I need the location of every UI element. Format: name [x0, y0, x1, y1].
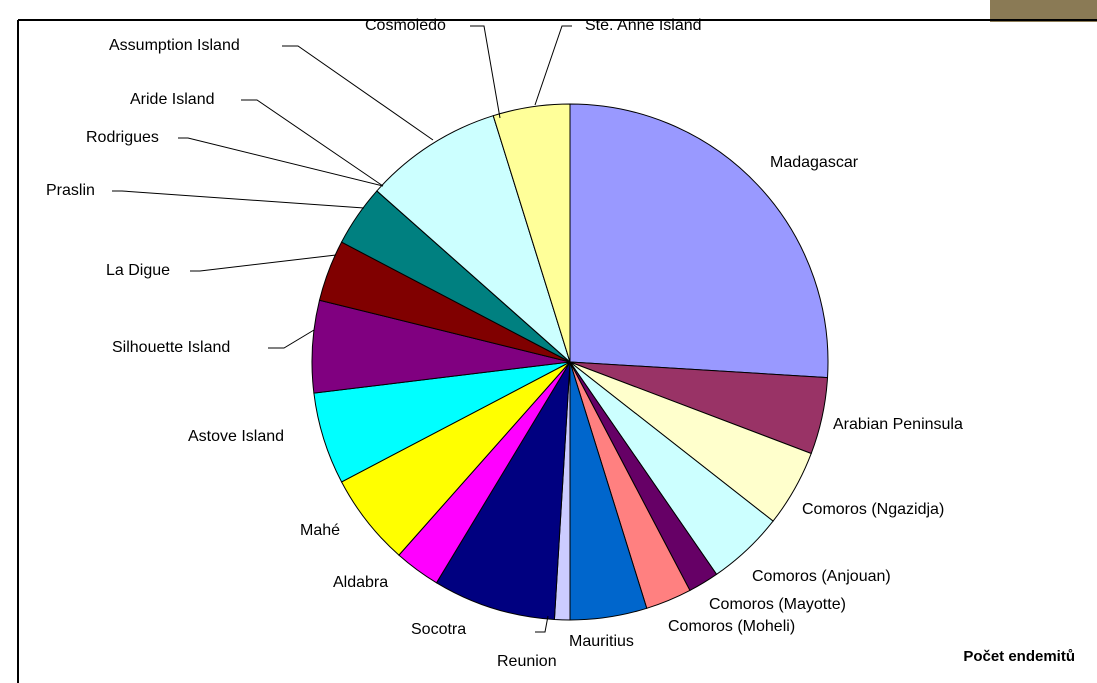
slice-label: Madagascar: [770, 154, 859, 171]
slice-label: Astove Island: [188, 428, 284, 445]
series-label: Počet endemitů: [963, 648, 1075, 665]
slice-label: Rodrigues: [86, 129, 159, 146]
slice-label: La Digue: [106, 262, 170, 279]
slice-label: Praslin: [46, 182, 95, 199]
slice-label: Comoros (Moheli): [668, 618, 795, 635]
photo-strip: [990, 0, 1097, 22]
slice-label: Socotra: [411, 621, 466, 638]
slice-label: Comoros (Anjouan): [752, 568, 891, 585]
slice-label: Cosmoledo: [365, 17, 446, 34]
slice-label: Arabian Peninsula: [833, 416, 963, 433]
pie: [312, 104, 828, 620]
chart: Madagascar Arabian Peninsula Comoros (Ngaz…: [0, 0, 1097, 683]
slice-label: Mahé: [300, 522, 340, 539]
slice-label: Reunion: [497, 653, 557, 670]
slice-label: Comoros (Mayotte): [709, 596, 846, 613]
slice-label: Mauritius: [569, 633, 634, 650]
slice-label: Aldabra: [333, 574, 388, 591]
slice-label: Comoros (Ngazidja): [802, 501, 944, 518]
slice-label: Aride Island: [130, 91, 215, 108]
slice-label: Assumption Island: [109, 37, 240, 54]
slice-label: Silhouette Island: [112, 339, 230, 356]
slice-label: Ste. Anne Island: [585, 17, 702, 34]
